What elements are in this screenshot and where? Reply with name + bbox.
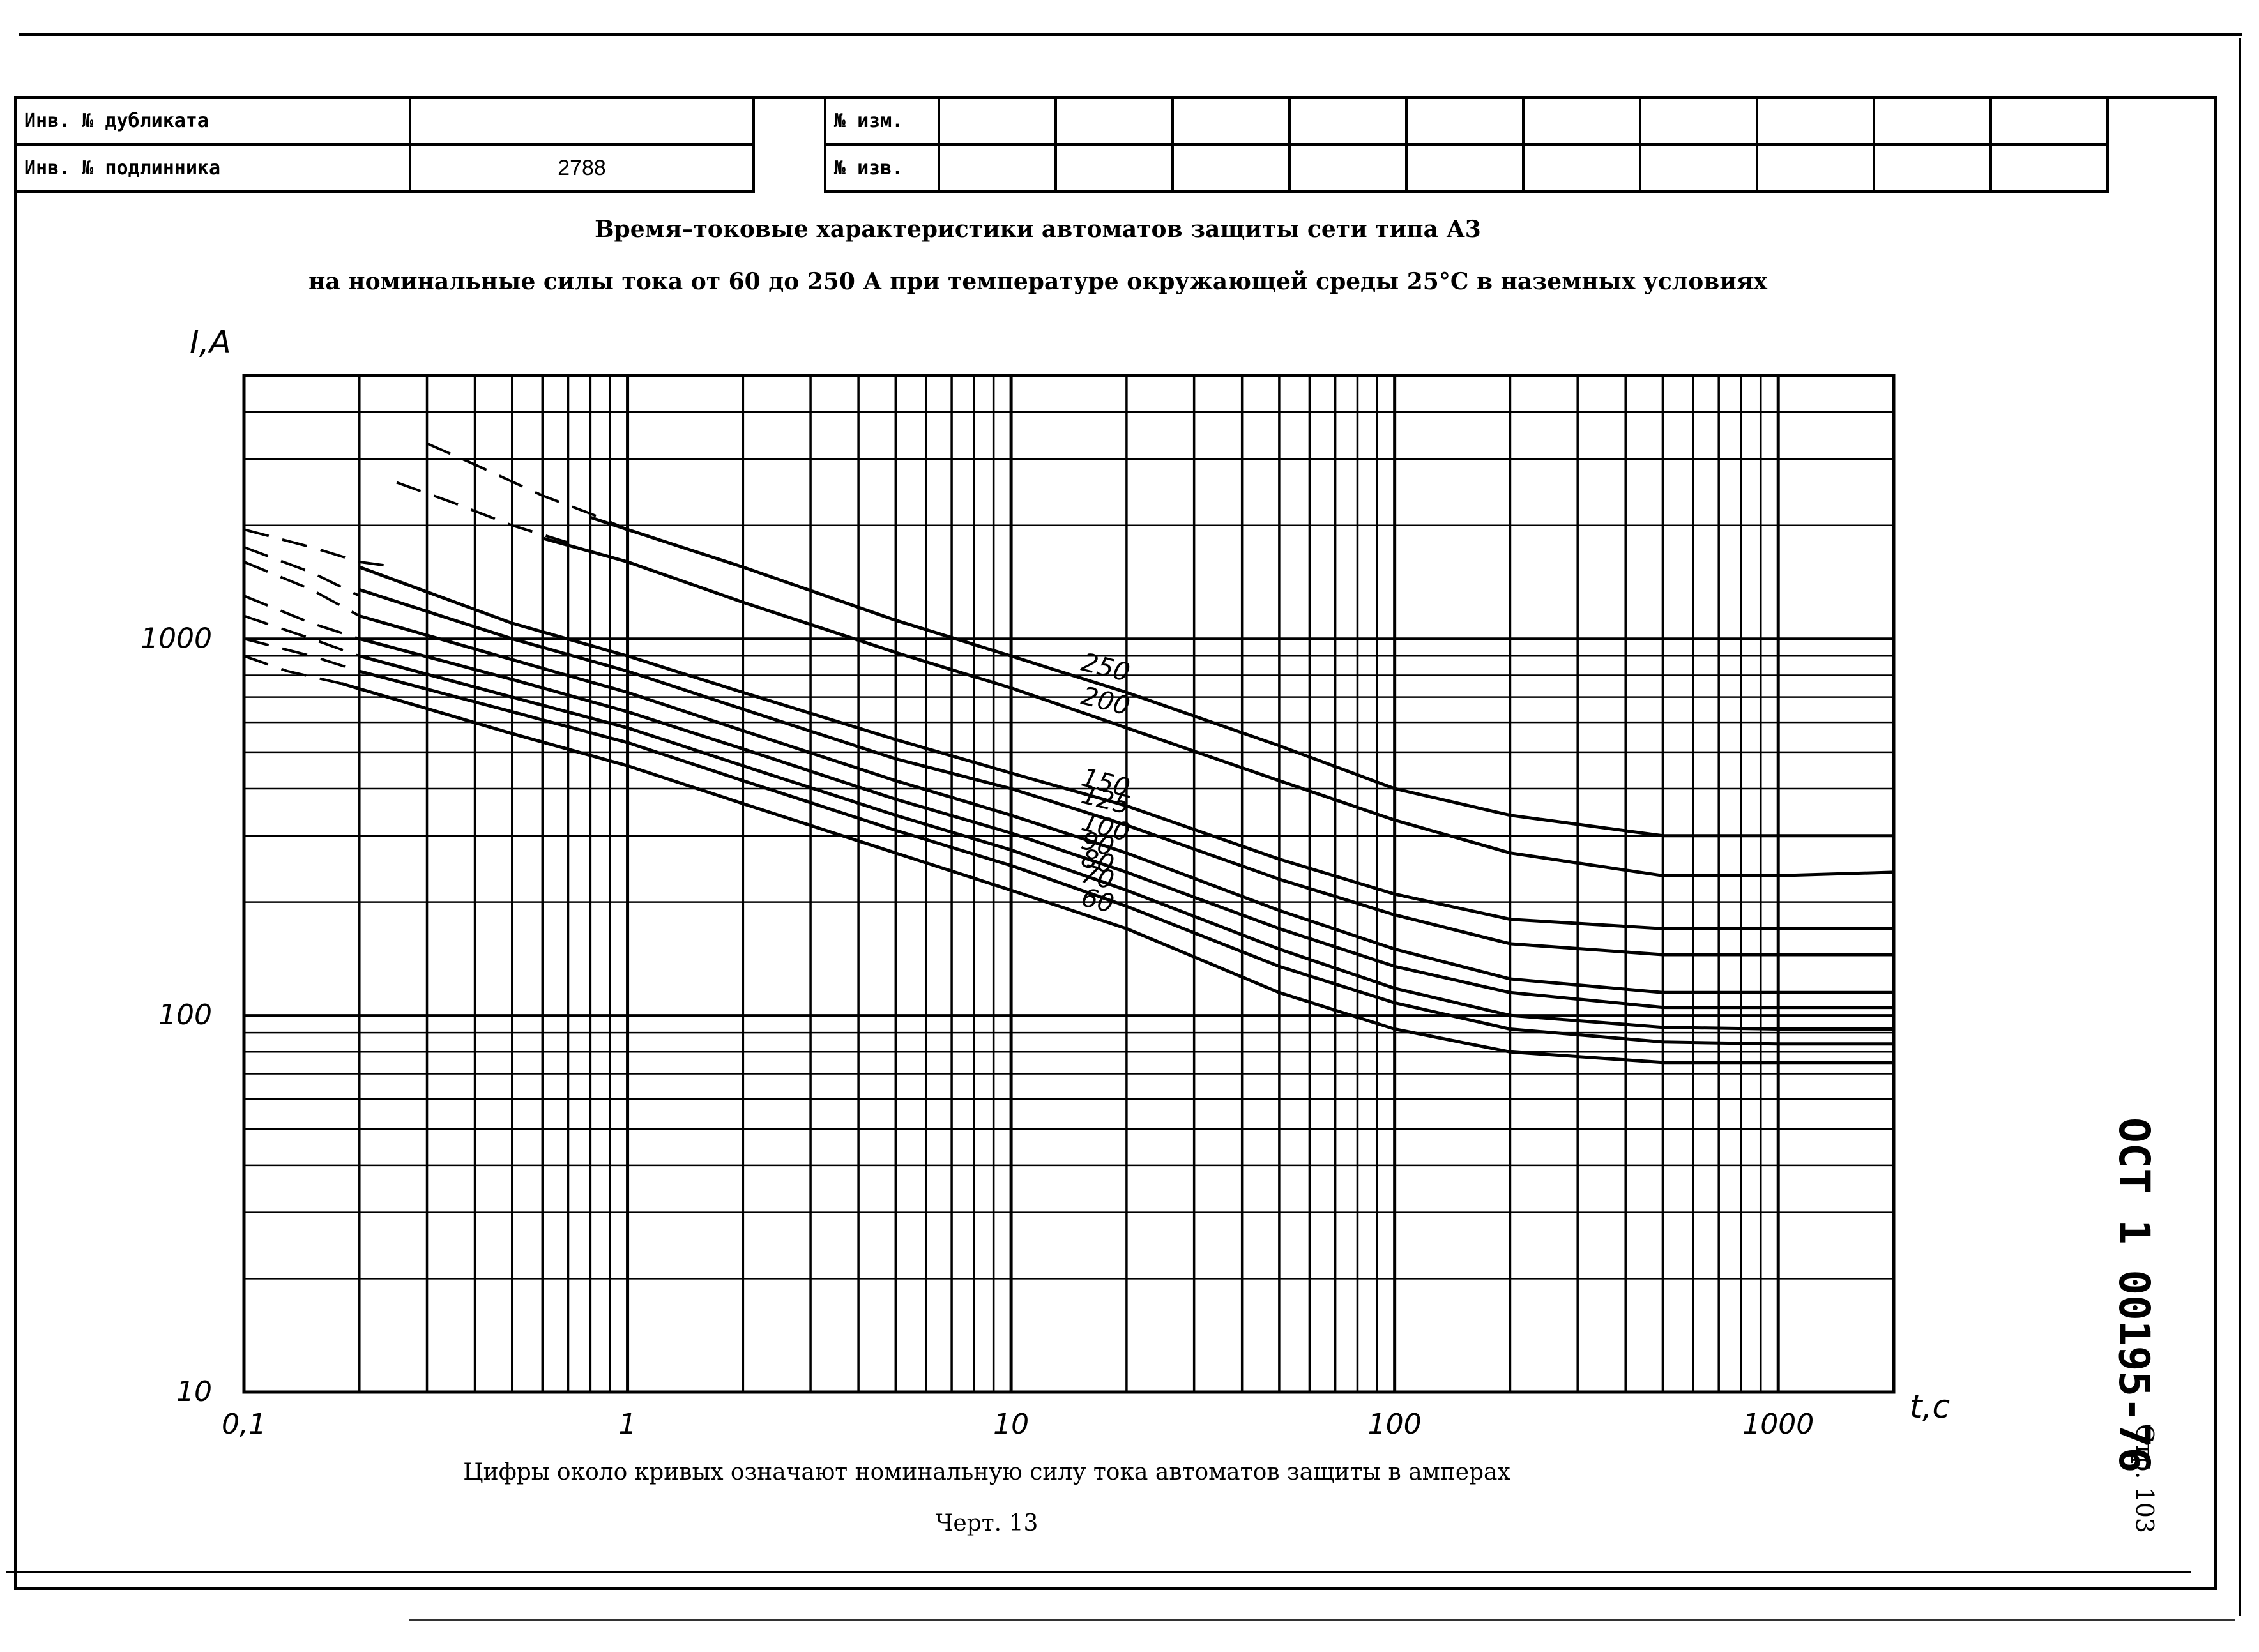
revision-cell	[1522, 143, 1641, 193]
revision-cell	[1171, 143, 1291, 193]
inventory-stamp: Инв. № дубликата Инв. № подлинника 2788	[14, 96, 755, 193]
stamp-value-original: 2788	[409, 143, 755, 193]
stamp-value-duplicate	[409, 96, 755, 146]
revision-cell	[1639, 143, 1758, 193]
stamp-label-duplicate: Инв. № дубликата	[14, 96, 411, 146]
chart-note: Цифры около кривых означают номинальную …	[463, 1459, 1510, 1485]
revision-cell	[1873, 96, 1992, 146]
stamp-row-duplicate: Инв. № дубликата	[14, 96, 755, 146]
revision-cell	[1405, 96, 1525, 146]
revision-cell	[938, 143, 1057, 193]
revision-cell	[1873, 143, 1992, 193]
figure-number: Черт. 13	[935, 1510, 1038, 1536]
revision-cell	[1054, 96, 1174, 146]
sheet-border-right	[2239, 38, 2241, 1616]
stamp-label-original: Инв. № подлинника	[14, 143, 411, 193]
revision-label-change: № изм.	[824, 96, 940, 146]
revision-cell	[1989, 96, 2109, 146]
page-number: Стр. 103	[2131, 1424, 2159, 1534]
drawing-frame	[14, 96, 2217, 1590]
revision-row-change: № изм.	[824, 96, 2109, 146]
revision-label-notice: № изв.	[824, 143, 940, 193]
stamp-row-original: Инв. № подлинника 2788	[14, 143, 755, 193]
document-code-block: ОСТ 1 00195-76 Стр. 103	[2110, 1118, 2159, 1565]
revision-cell	[1522, 96, 1641, 146]
revision-row-notice: № изв.	[824, 143, 2109, 193]
revision-cell	[1756, 143, 1875, 193]
chart-title: Время–токовые характеристики автоматов з…	[595, 216, 1481, 243]
document-code: ОСТ 1 00195-76	[2110, 1118, 2159, 1473]
revision-cell	[1639, 96, 1758, 146]
bottom-rule	[6, 1571, 2191, 1573]
revision-cell	[938, 96, 1057, 146]
revision-cell	[1171, 96, 1291, 146]
chart-subtitle: на номинальные силы тока от 60 до 250 А …	[308, 268, 1767, 295]
revision-cell	[1288, 143, 1408, 193]
revision-stamp: № изм. № изв.	[824, 96, 2109, 193]
revision-cell	[1288, 96, 1408, 146]
revision-cell	[1054, 143, 1174, 193]
revision-cell	[1756, 96, 1875, 146]
revision-cell	[1405, 143, 1525, 193]
sheet-border-top	[19, 33, 2242, 36]
bottom-rule-lower	[409, 1619, 2235, 1621]
revision-cell	[1989, 143, 2109, 193]
